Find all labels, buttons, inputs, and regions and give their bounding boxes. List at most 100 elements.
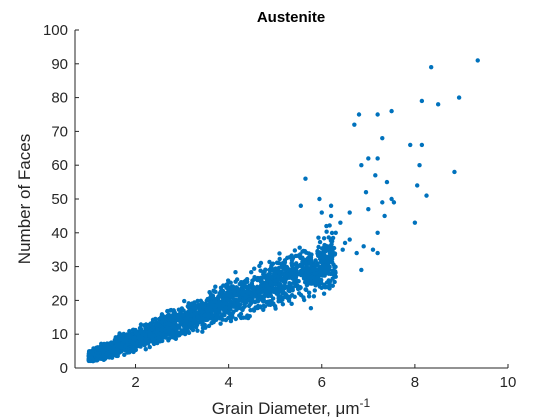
data-point [258,279,264,284]
data-point [312,262,318,268]
data-point [309,252,314,257]
data-point [238,280,244,285]
data-point [238,315,244,321]
data-point-outlier [389,196,394,202]
data-point [146,330,152,335]
data-point [270,261,276,266]
data-point [297,252,303,257]
data-point [155,340,160,346]
data-point [101,341,107,347]
data-point-outlier [435,102,441,107]
data-point [122,352,127,358]
data-point [255,275,261,281]
data-point [262,269,267,275]
data-point-outlier [366,156,371,161]
data-point [175,333,180,338]
data-point [284,271,290,277]
data-point [127,350,132,355]
data-point [275,277,280,283]
data-point-outlier [428,64,434,70]
data-point [209,320,214,326]
data-point [254,298,260,304]
data-point [233,279,238,284]
data-point [91,346,96,351]
data-point [205,296,210,302]
data-point [308,305,314,311]
data-point [328,238,334,243]
data-point [329,242,334,247]
data-point [258,268,263,273]
data-point [90,349,96,355]
data-point [330,260,335,265]
x-tick-label: 10 [500,374,517,391]
data-point-outlier [475,58,480,63]
data-point [306,290,312,295]
data-point [277,251,282,256]
data-point [225,281,230,287]
data-point [207,290,212,295]
data-point-outlier [340,247,345,252]
data-point [233,270,238,275]
data-point [279,264,284,269]
data-point-outlier [366,206,371,212]
data-point-outlier [382,213,387,219]
data-point [318,272,323,278]
y-tick-label: 50 [51,191,68,208]
data-point [312,288,317,293]
data-point [276,285,282,290]
data-point [281,285,287,291]
data-point [252,266,257,271]
data-point [257,305,263,310]
data-point [246,297,252,302]
data-point [285,255,290,261]
data-point [273,266,278,271]
data-point-outlier [375,156,380,161]
data-point [214,316,219,321]
x-tick-label: 4 [224,374,232,391]
x-axis-label-text: Grain Diameter, μm [212,399,360,418]
data-point [279,289,285,294]
y-tick-label: 60 [51,157,68,174]
data-point [277,270,282,276]
data-point-outlier [363,190,369,195]
data-point [181,323,187,329]
data-point-outlier [389,108,394,114]
data-point [307,260,312,265]
data-point [289,253,294,258]
data-point-outlier [380,200,385,205]
data-point-outlier [298,203,304,208]
data-point [277,281,283,287]
data-point [249,293,255,299]
data-point-outlier [375,112,380,117]
data-point [289,258,295,263]
data-point [166,338,171,343]
data-point [130,348,136,353]
data-point [277,256,282,262]
data-point [321,254,326,259]
data-point [132,335,138,341]
data-point [224,290,229,296]
data-point [293,272,298,278]
data-point [283,265,288,271]
data-point [243,315,249,320]
data-point [321,282,327,287]
data-point [230,284,236,289]
data-point [313,258,318,263]
data-point [143,337,149,342]
x-axis-label: Grain Diameter, μm-1 [212,396,371,418]
data-point-outlier [452,169,457,175]
data-point [206,312,211,317]
data-point [253,293,258,298]
data-point [91,358,96,364]
data-point [238,311,244,317]
data-point [321,236,327,241]
data-point [175,318,180,323]
data-point [143,347,148,352]
data-point [225,278,231,283]
data-point [278,294,283,299]
data-point [332,251,338,256]
x-axis-ticks: 2 4 6 8 10 [131,364,516,391]
data-point [114,343,119,348]
data-point [262,304,268,309]
data-point [195,298,200,304]
